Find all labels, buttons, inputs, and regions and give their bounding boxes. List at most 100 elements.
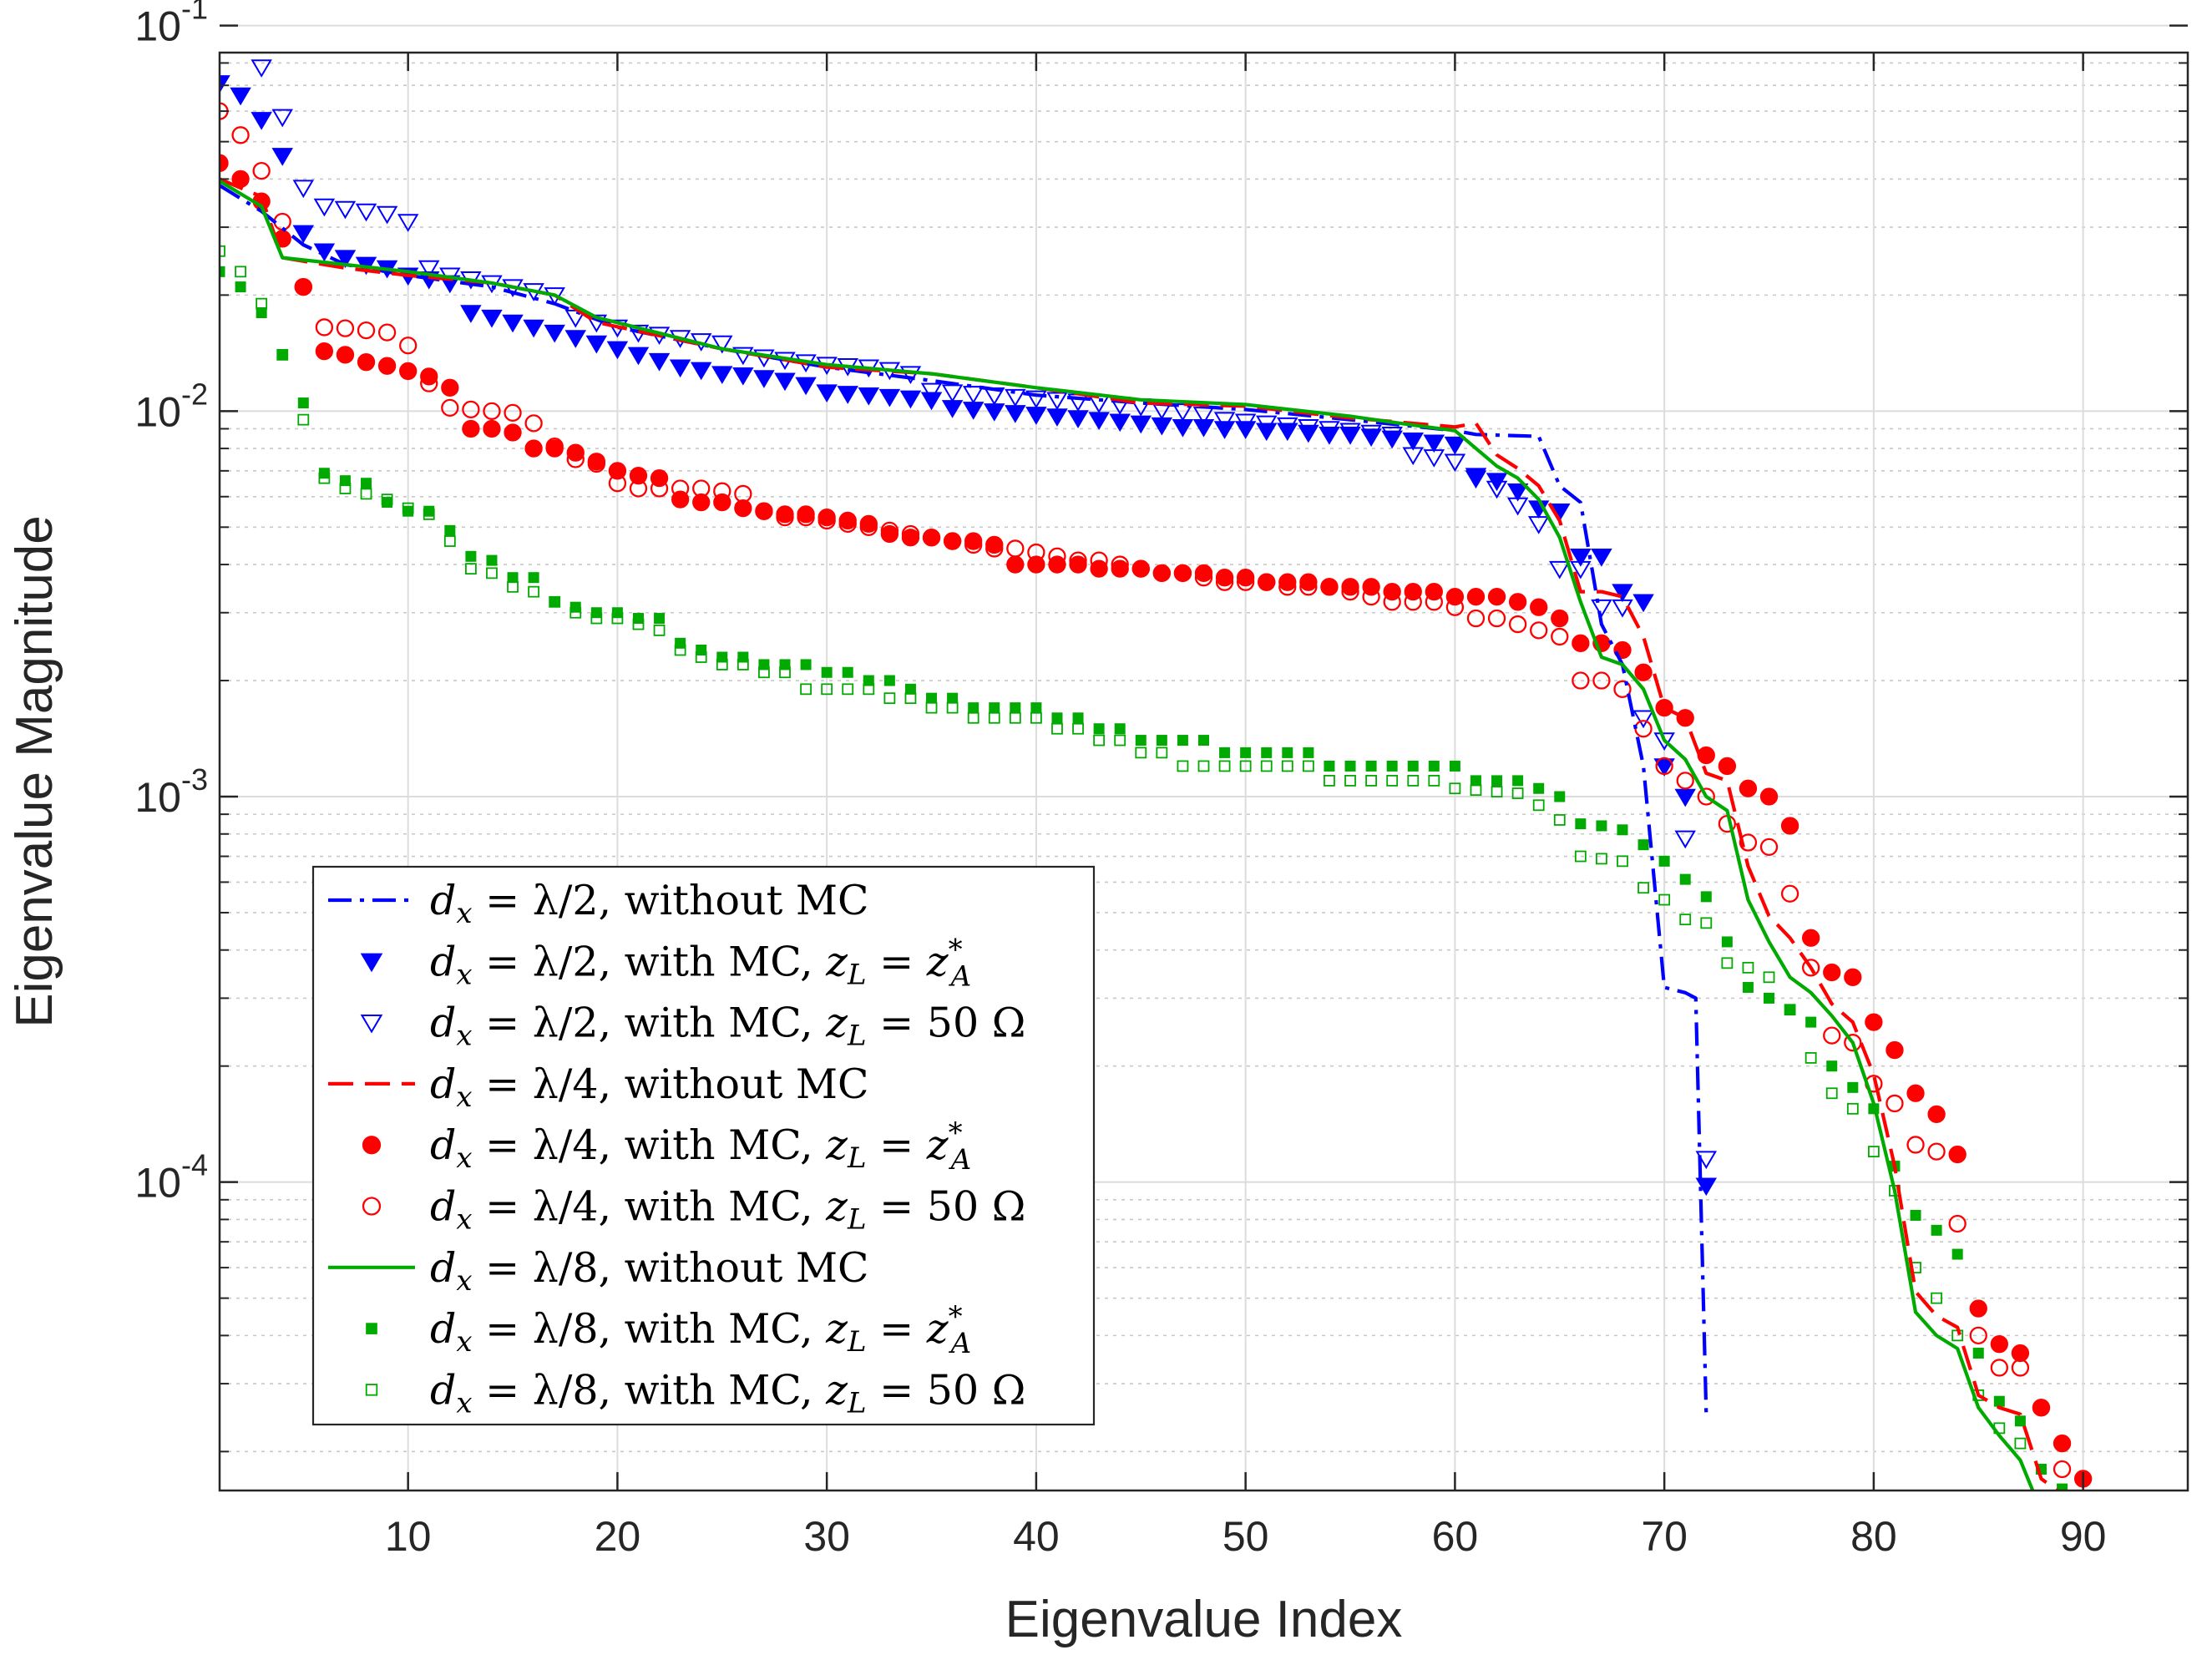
data-point <box>1993 1395 2005 1407</box>
data-point <box>1365 774 1377 787</box>
data-point <box>692 493 711 512</box>
data-point <box>423 505 435 517</box>
data-point <box>1742 981 1754 993</box>
x-tick-label: 20 <box>595 1513 641 1560</box>
data-point <box>1324 760 1335 772</box>
data-point <box>878 388 901 407</box>
data-point <box>1844 968 1862 986</box>
data-point <box>1341 582 1359 601</box>
series-8-markers <box>220 245 2027 1450</box>
data-point <box>1470 784 1482 797</box>
data-point <box>1339 423 1361 442</box>
data-point <box>1069 555 1087 574</box>
data-point <box>2053 1460 2072 1479</box>
legend-marker <box>365 1384 378 1396</box>
legend-entry: dx = λ/8, with MC, zL = z* A <box>366 1300 971 1360</box>
data-point <box>1530 621 1548 640</box>
data-point <box>821 683 833 696</box>
data-point <box>1739 833 1758 852</box>
data-point <box>357 353 376 372</box>
data-point <box>737 651 749 663</box>
data-point <box>566 443 585 462</box>
data-point <box>1591 549 1612 567</box>
data-point <box>920 382 943 402</box>
data-point <box>2057 1483 2068 1491</box>
data-point <box>336 319 355 337</box>
data-point <box>1365 760 1377 772</box>
legend-box <box>311 865 1096 1426</box>
data-point <box>1551 609 1569 628</box>
data-point <box>946 701 959 714</box>
data-point <box>1090 551 1108 569</box>
data-point <box>1721 957 1734 969</box>
data-point <box>418 260 440 279</box>
data-point <box>1572 671 1590 690</box>
legend-entry: dx = λ/2, with MC, zL = z* A <box>360 933 971 993</box>
x-tick-label: 50 <box>1222 1513 1269 1560</box>
data-point <box>1823 963 1841 982</box>
data-point <box>315 318 334 337</box>
data-point <box>1324 774 1335 787</box>
y-tick-label: 10-2 <box>134 377 208 435</box>
data-point <box>292 180 315 199</box>
data-point <box>1695 1151 1718 1170</box>
data-point <box>1344 760 1356 772</box>
data-point <box>1466 609 1486 628</box>
data-point <box>988 711 1000 724</box>
data-point <box>922 529 941 547</box>
data-point <box>774 372 796 392</box>
data-point <box>357 321 376 340</box>
legend-entry: dx = λ/4, with MC, zL = 50 Ω <box>362 1183 1025 1237</box>
data-point <box>1759 838 1779 857</box>
data-point <box>1444 453 1466 473</box>
data-point <box>964 532 983 550</box>
data-point <box>753 370 775 388</box>
data-point <box>235 266 246 278</box>
data-point <box>1886 1094 1904 1113</box>
data-point <box>1533 782 1545 794</box>
data-point <box>817 511 836 530</box>
data-point <box>2011 1359 2030 1377</box>
data-point <box>1695 1177 1718 1197</box>
data-point <box>1156 747 1168 759</box>
legend-entry: dx = λ/2, with MC, zL = 50 Ω <box>360 1000 1025 1053</box>
legend-marker <box>360 953 383 973</box>
data-point <box>1299 573 1318 591</box>
data-point <box>230 87 251 106</box>
data-point <box>361 478 372 489</box>
data-point <box>524 414 543 433</box>
data-point <box>486 567 498 580</box>
data-point <box>1527 516 1550 534</box>
data-point <box>1697 746 1715 765</box>
data-point <box>1236 573 1255 591</box>
data-point <box>985 535 1004 554</box>
data-point <box>964 535 983 554</box>
data-point <box>968 702 979 714</box>
data-point <box>1240 747 1252 758</box>
data-point <box>1423 434 1445 453</box>
data-point <box>1006 539 1025 558</box>
data-point <box>1613 680 1632 698</box>
data-point <box>1802 959 1820 977</box>
data-point <box>443 535 456 547</box>
data-point <box>653 624 666 636</box>
data-point <box>294 277 312 296</box>
data-point <box>292 225 315 244</box>
data-point <box>1990 1359 2008 1377</box>
data-point <box>779 666 791 679</box>
data-point <box>1721 936 1733 948</box>
data-point <box>420 367 438 386</box>
data-point <box>1407 774 1420 787</box>
data-point <box>690 362 712 381</box>
data-point <box>608 462 627 480</box>
data-point <box>1135 747 1147 759</box>
data-point <box>1969 1299 1987 1318</box>
data-point <box>1927 1105 1946 1124</box>
data-point <box>1051 722 1063 735</box>
data-point <box>235 281 246 293</box>
legend-label: dx = λ/8, with MC, zL = 50 Ω <box>430 1366 1025 1420</box>
data-point <box>1260 760 1273 772</box>
data-point <box>1218 760 1231 772</box>
x-axis-title: Eigenvalue Index <box>1005 1591 1403 1648</box>
data-point <box>1215 573 1234 591</box>
